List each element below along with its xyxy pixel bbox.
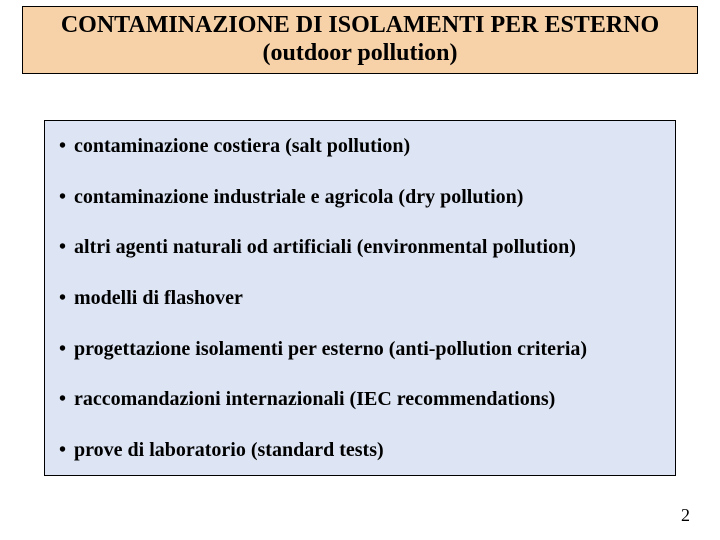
bullet-icon: • xyxy=(59,236,66,258)
bullet-icon: • xyxy=(59,388,66,410)
bullet-icon: • xyxy=(59,186,66,208)
bullet-icon: • xyxy=(59,439,66,461)
list-item: • altri agenti naturali od artificiali (… xyxy=(59,236,661,258)
bullet-text: progettazione isolamenti per esterno (an… xyxy=(74,338,587,360)
bullet-icon: • xyxy=(59,135,66,157)
list-item: • modelli di flashover xyxy=(59,287,661,309)
list-item: • contaminazione industriale e agricola … xyxy=(59,186,661,208)
list-item: • contaminazione costiera (salt pollutio… xyxy=(59,135,661,157)
bullet-text: raccomandazioni internazionali (IEC reco… xyxy=(74,388,555,410)
content-box: • contaminazione costiera (salt pollutio… xyxy=(44,120,676,476)
bullet-text: contaminazione industriale e agricola (d… xyxy=(74,186,523,208)
bullet-text: modelli di flashover xyxy=(74,287,243,309)
bullet-text: contaminazione costiera (salt pollution) xyxy=(74,135,410,157)
title-line-1: CONTAMINAZIONE DI ISOLAMENTI PER ESTERNO xyxy=(61,12,659,40)
list-item: • prove di laboratorio (standard tests) xyxy=(59,439,661,461)
bullet-icon: • xyxy=(59,338,66,360)
title-box: CONTAMINAZIONE DI ISOLAMENTI PER ESTERNO… xyxy=(22,6,698,74)
bullet-text: prove di laboratorio (standard tests) xyxy=(74,439,384,461)
bullet-text: altri agenti naturali od artificiali (en… xyxy=(74,236,576,258)
page-number: 2 xyxy=(681,505,690,526)
title-line-2: (outdoor pollution) xyxy=(263,40,458,68)
bullet-icon: • xyxy=(59,287,66,309)
list-item: • raccomandazioni internazionali (IEC re… xyxy=(59,388,661,410)
list-item: • progettazione isolamenti per esterno (… xyxy=(59,338,661,360)
